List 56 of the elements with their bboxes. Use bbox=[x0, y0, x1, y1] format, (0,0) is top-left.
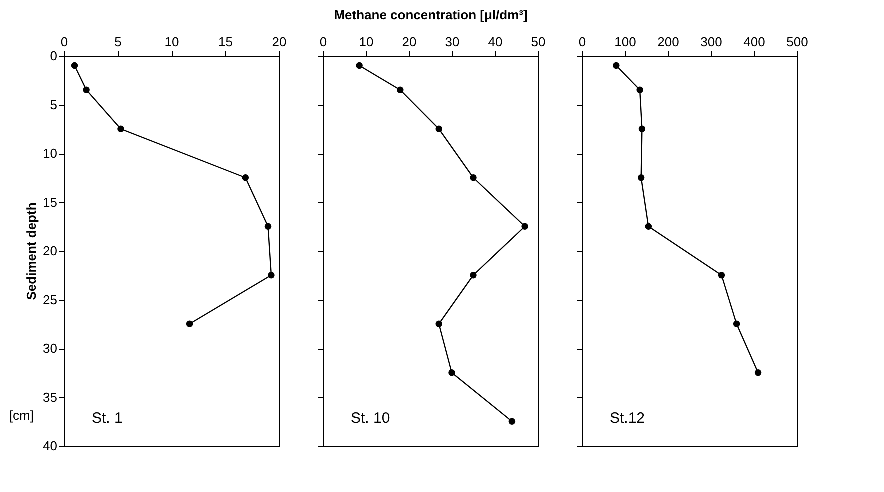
point bbox=[522, 223, 528, 230]
point bbox=[636, 86, 644, 94]
x-tick-label: 50 bbox=[531, 34, 546, 50]
y-tick-label: 5 bbox=[50, 97, 58, 112]
point bbox=[436, 320, 442, 328]
point bbox=[268, 272, 275, 279]
x-tick-label: 400 bbox=[744, 34, 766, 50]
x-tick-label: 15 bbox=[218, 34, 233, 50]
y-tick-label: 35 bbox=[43, 390, 58, 405]
point bbox=[242, 174, 250, 182]
point bbox=[470, 174, 477, 182]
y-tick-label: 25 bbox=[43, 292, 58, 308]
point bbox=[754, 370, 762, 376]
y-tick-label: 30 bbox=[43, 341, 58, 356]
x-tick-label: 40 bbox=[488, 34, 503, 50]
point bbox=[638, 126, 646, 132]
x-tick-label: 500 bbox=[786, 34, 808, 50]
point bbox=[508, 418, 516, 425]
y-tick-label: 10 bbox=[43, 146, 58, 161]
y-axis-title: Sediment depth bbox=[24, 202, 40, 300]
point bbox=[645, 223, 652, 230]
point bbox=[83, 86, 90, 94]
point bbox=[436, 126, 442, 132]
annotation: St. 1 bbox=[92, 410, 123, 427]
point bbox=[448, 370, 456, 376]
x-tick-label: 100 bbox=[614, 34, 636, 50]
x-tick-label: 300 bbox=[700, 34, 722, 50]
x-tick-label: 10 bbox=[164, 34, 180, 50]
y-tick-label: 40 bbox=[43, 438, 58, 454]
annotation: St. 10 bbox=[351, 410, 390, 427]
x-axis-title: Methane concentration [μl/dm³] bbox=[334, 8, 528, 22]
x-tick-label: 20 bbox=[272, 34, 287, 50]
text: [cm] bbox=[9, 408, 34, 423]
x-tick-label: 20 bbox=[402, 34, 417, 50]
point bbox=[356, 62, 363, 70]
point bbox=[718, 272, 726, 279]
annotation: St.12 bbox=[610, 410, 646, 427]
point bbox=[118, 126, 124, 132]
x-tick-label: 0 bbox=[578, 34, 586, 50]
point bbox=[733, 320, 740, 328]
point bbox=[470, 272, 477, 279]
x-tick-label: 0 bbox=[320, 34, 328, 50]
point bbox=[186, 320, 194, 328]
point bbox=[638, 174, 645, 182]
x-tick-label: 10 bbox=[359, 34, 374, 50]
x-tick-label: 5 bbox=[114, 34, 122, 50]
y-tick-label: 20 bbox=[43, 244, 58, 258]
x-tick-label: 30 bbox=[445, 34, 460, 50]
y-tick-label: 15 bbox=[43, 194, 58, 210]
point bbox=[397, 86, 404, 94]
y-tick-label: 0 bbox=[50, 48, 58, 64]
point bbox=[613, 62, 620, 70]
point bbox=[264, 223, 272, 230]
x-tick-label: 0 bbox=[60, 34, 68, 50]
x-tick-label: 200 bbox=[658, 34, 680, 50]
point bbox=[71, 62, 78, 70]
